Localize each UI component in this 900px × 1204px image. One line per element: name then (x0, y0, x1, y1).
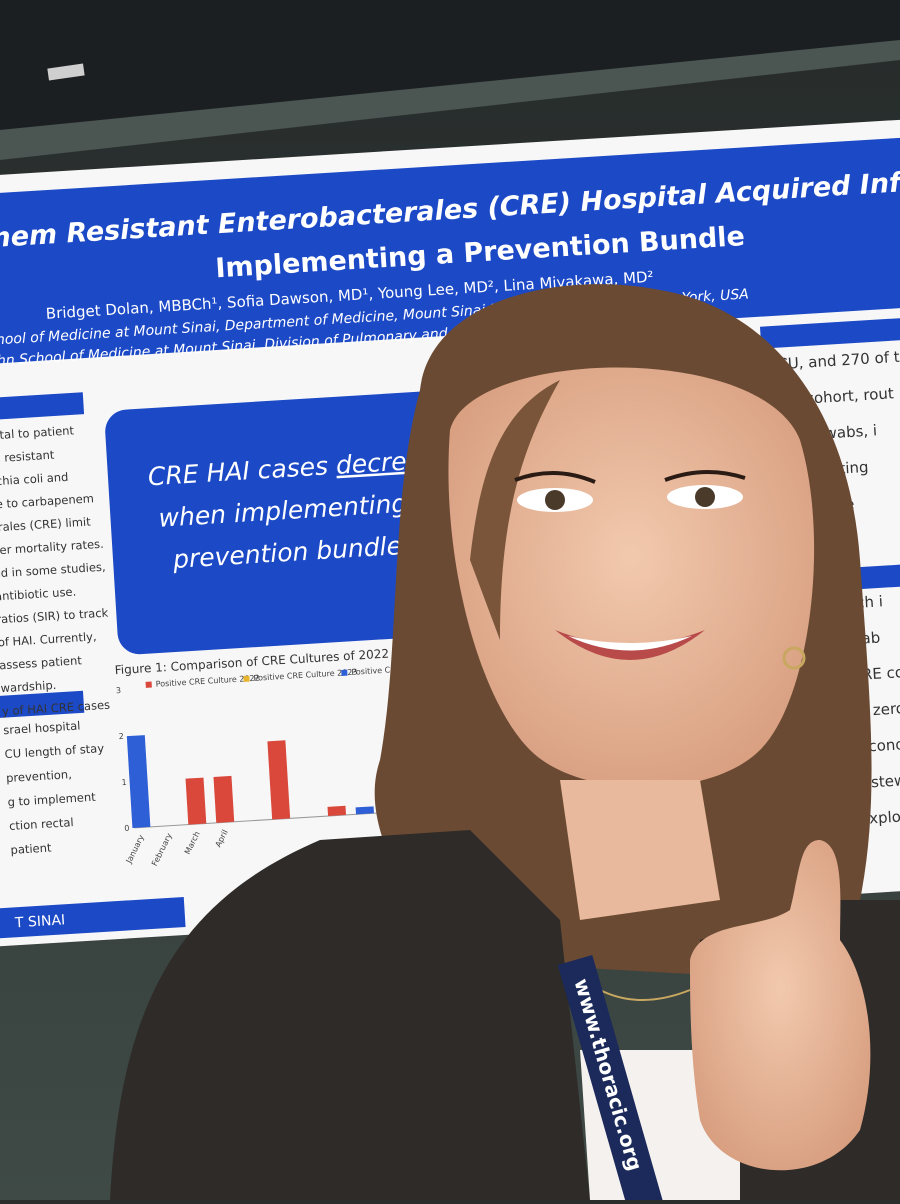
section-bar (0, 690, 85, 720)
thumbs-up-hand (690, 840, 871, 1171)
poster-text: ental to patient (0, 423, 75, 442)
poster-text: srael hospital (3, 719, 81, 738)
y-tick-label: 3 (116, 686, 122, 695)
bar (267, 740, 291, 820)
hair-strand (470, 380, 560, 640)
poster-text: g to implement (7, 790, 96, 809)
section-bar (844, 559, 900, 590)
poster-text: wardship. (0, 678, 56, 695)
bar (213, 775, 235, 823)
bar (185, 777, 207, 825)
lanyard-strap (557, 955, 664, 1204)
poster-text: tic resistant (0, 448, 55, 466)
footer-text: T SINAI (14, 912, 66, 931)
legend-swatch (145, 681, 152, 688)
poster-text: CU length of stay (4, 741, 104, 761)
ceiling (0, 0, 900, 130)
poster-text: ratios (SIR) to track (0, 606, 109, 627)
iris (695, 487, 715, 507)
callout-box (105, 389, 482, 655)
legend-label: Positive C (351, 665, 391, 676)
teeth (568, 636, 692, 651)
lash (514, 471, 596, 484)
poster-text: assess patient (0, 653, 83, 672)
poster-text: antibiotic use. (0, 585, 77, 604)
section-bar (760, 314, 900, 349)
bar (126, 735, 151, 828)
poster-text: ction rectal (9, 815, 74, 833)
poster-text: prevention, (6, 767, 72, 785)
iris (545, 490, 565, 510)
poster-text: richia coli and (0, 470, 69, 489)
poster-text: of HAI. Currently, (0, 629, 97, 649)
section-bar (0, 392, 85, 423)
blazer (110, 830, 590, 1200)
y-tick-label: 1 (121, 778, 127, 787)
poster-text: erales (CRE) limit (0, 514, 92, 534)
legend-swatch (243, 675, 250, 682)
bar (327, 805, 347, 817)
necklace (599, 989, 691, 1001)
y-tick-label: 0 (124, 824, 130, 833)
bar (355, 806, 374, 815)
panel-edge (0, 40, 900, 160)
ceiling-light (47, 63, 85, 81)
poster-text: ce to carbapenem (0, 491, 94, 511)
lash (664, 470, 746, 482)
poster-text: y of HAI CRE cases (2, 698, 111, 719)
footer-bar (0, 896, 186, 941)
y-tick-label: 2 (118, 732, 124, 741)
legend-swatch (341, 669, 348, 676)
earring (782, 646, 806, 670)
poster-text: patient (10, 840, 52, 857)
x-axis (134, 811, 399, 829)
neck (560, 780, 720, 920)
